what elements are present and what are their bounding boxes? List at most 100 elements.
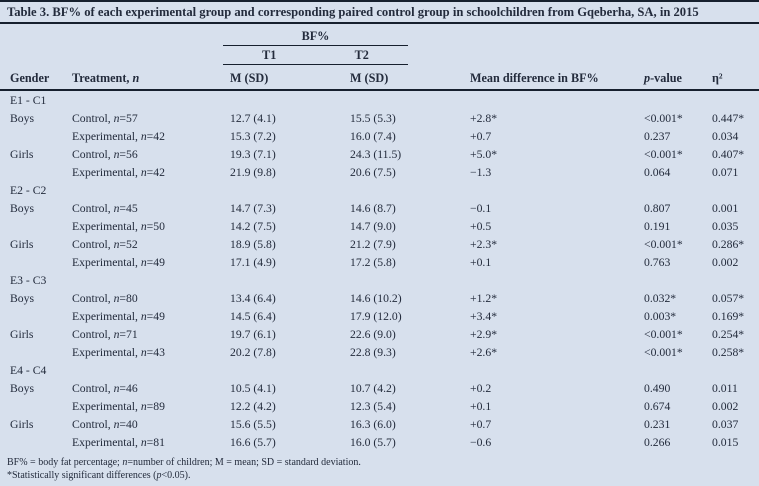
- col-gender: Gender: [0, 65, 72, 91]
- section-label: E4 - C4: [10, 363, 47, 377]
- cell-gender: Girls: [10, 237, 34, 251]
- table-row: Experimental, n=89 12.2 (4.2) 12.3 (5.4) +0…: [0, 397, 759, 415]
- col-t2-msd: M (SD): [350, 65, 470, 91]
- cell-gender: Boys: [10, 201, 35, 215]
- cell-treatment: Control, n=56: [72, 147, 138, 161]
- bf-spanner-cell: BF%: [223, 24, 470, 46]
- cell-eta-squared: 0.015: [712, 435, 739, 449]
- spacer-cell: [72, 46, 230, 65]
- spacer-cell: [0, 24, 72, 46]
- spacer-cell: [644, 24, 712, 46]
- cell-p-value: <0.001*: [644, 327, 683, 341]
- cell-t2-msd: 16.0 (7.4): [350, 129, 396, 143]
- spacer-cell: [712, 24, 759, 46]
- section-label: E2 - C2: [10, 183, 47, 197]
- cell-gender: [0, 343, 72, 361]
- cell-eta-squared: 0.169*: [712, 309, 745, 323]
- cell-t1-msd: 15.3 (7.2): [230, 129, 276, 143]
- cell-eta-squared: 0.057*: [712, 291, 745, 305]
- cell-mean-difference: +0.5: [470, 219, 492, 233]
- time-labels-rule: T1 T2: [223, 48, 408, 65]
- cell-eta-squared: 0.258*: [712, 345, 745, 359]
- cell-t2-msd: 16.3 (6.0): [350, 417, 396, 431]
- cell-eta-squared: 0.071: [712, 165, 739, 179]
- cell-mean-difference: +0.1: [470, 399, 492, 413]
- table-row: Experimental, n=81 16.6 (5.7) 16.0 (5.7) −0…: [0, 433, 759, 451]
- section-label: E1 - C1: [10, 93, 47, 107]
- cell-mean-difference: +3.4*: [470, 309, 498, 323]
- cell-treatment: Control, n=52: [72, 237, 138, 251]
- cell-p-value: 0.003*: [644, 309, 677, 323]
- cell-mean-difference: +0.1: [470, 255, 492, 269]
- section-row: E2 - C2: [0, 181, 759, 199]
- spacer-cell: [644, 46, 712, 65]
- col-p-value: p-value: [644, 65, 712, 91]
- table-row: Girls Control, n=71 19.7 (6.1) 22.6 (9.0) +2…: [0, 325, 759, 343]
- cell-gender: [0, 127, 72, 145]
- cell-t2-msd: 15.5 (5.3): [350, 111, 396, 125]
- cell-mean-difference: +2.6*: [470, 345, 498, 359]
- footnote-abbreviations: BF% = body fat percentage; n=number of c…: [7, 457, 361, 468]
- cell-eta-squared: 0.002: [712, 399, 739, 413]
- cell-t1-msd: 12.2 (4.2): [230, 399, 276, 413]
- header-times-row: T1 T2: [0, 46, 759, 65]
- spacer-cell: [0, 46, 72, 65]
- cell-t1-msd: 21.9 (9.8): [230, 165, 276, 179]
- cell-treatment: Experimental, n=43: [72, 345, 165, 359]
- table-row: Experimental, n=49 17.1 (4.9) 17.2 (5.8) +0…: [0, 253, 759, 271]
- cell-p-value: <0.001*: [644, 111, 683, 125]
- table-row: Experimental, n=42 15.3 (7.2) 16.0 (7.4) +0…: [0, 127, 759, 145]
- col-eta-squared: η²: [712, 65, 759, 91]
- table-title: Table 3. BF% of each experimental group …: [0, 2, 759, 24]
- cell-treatment: Experimental, n=50: [72, 219, 165, 233]
- cell-mean-difference: +5.0*: [470, 147, 498, 161]
- table-row: Boys Control, n=80 13.4 (6.4) 14.6 (10.2) +1…: [0, 289, 759, 307]
- time-labels-cell: T1 T2: [223, 46, 470, 65]
- cell-p-value: 0.807: [644, 201, 671, 215]
- cell-t2-msd: 24.3 (11.5): [350, 147, 402, 161]
- cell-t2-msd: 21.2 (7.9): [350, 237, 396, 251]
- cell-mean-difference: +2.8*: [470, 111, 498, 125]
- cell-gender: [0, 217, 72, 235]
- cell-mean-difference: +0.7: [470, 417, 492, 431]
- cell-treatment: Experimental, n=89: [72, 399, 165, 413]
- cell-p-value: <0.001*: [644, 345, 683, 359]
- table-row: Experimental, n=50 14.2 (7.5) 14.7 (9.0) +0…: [0, 217, 759, 235]
- cell-eta-squared: 0.035: [712, 219, 739, 233]
- cell-t1-msd: 15.6 (5.5): [230, 417, 276, 431]
- cell-t2-msd: 14.6 (8.7): [350, 201, 396, 215]
- cell-treatment: Experimental, n=49: [72, 309, 165, 323]
- cell-treatment: Experimental, n=42: [72, 129, 165, 143]
- col-t1-msd: M (SD): [230, 65, 350, 91]
- cell-t1-msd: 14.2 (7.5): [230, 219, 276, 233]
- cell-t1-msd: 20.2 (7.8): [230, 345, 276, 359]
- cell-gender: [0, 163, 72, 181]
- time-label-t1: T1: [262, 48, 277, 62]
- cell-treatment: Control, n=45: [72, 201, 138, 215]
- cell-p-value: 0.763: [644, 255, 671, 269]
- cell-eta-squared: 0.286*: [712, 237, 745, 251]
- cell-gender: Girls: [10, 327, 34, 341]
- cell-gender: [0, 307, 72, 325]
- cell-mean-difference: +1.2*: [470, 291, 498, 305]
- cell-p-value: 0.490: [644, 381, 671, 395]
- cell-gender: Boys: [10, 291, 35, 305]
- cell-mean-difference: −0.6: [470, 435, 492, 449]
- cell-eta-squared: 0.447*: [712, 111, 745, 125]
- cell-t2-msd: 14.7 (9.0): [350, 219, 396, 233]
- col-treatment: Treatment, n: [72, 65, 230, 91]
- spacer-cell: [470, 46, 644, 65]
- cell-eta-squared: 0.002: [712, 255, 739, 269]
- cell-p-value: <0.001*: [644, 237, 683, 251]
- cell-mean-difference: +2.9*: [470, 327, 498, 341]
- col-mean-difference: Mean difference in BF%: [470, 65, 644, 91]
- cell-eta-squared: 0.011: [712, 381, 738, 395]
- cell-gender: Boys: [10, 111, 35, 125]
- table-row: Boys Control, n=57 12.7 (4.1) 15.5 (5.3) +2.…: [0, 109, 759, 127]
- cell-gender: Girls: [10, 417, 34, 431]
- cell-treatment: Control, n=80: [72, 291, 138, 305]
- cell-p-value: 0.674: [644, 399, 671, 413]
